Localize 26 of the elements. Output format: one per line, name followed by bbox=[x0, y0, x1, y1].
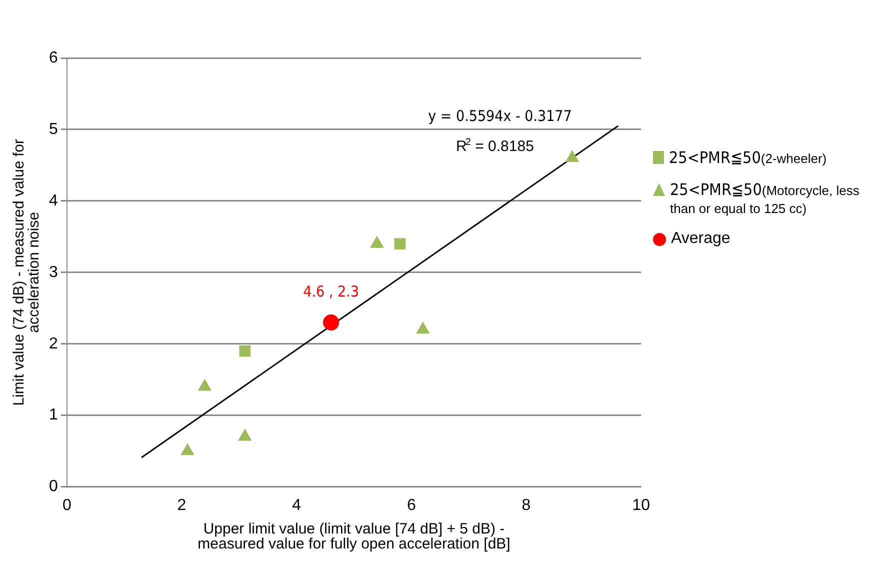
y-tick-label: 2 bbox=[48, 335, 58, 352]
point bbox=[416, 322, 430, 334]
y-tick-label: 3 bbox=[48, 264, 58, 281]
point bbox=[238, 428, 252, 441]
y-tick-label: 5 bbox=[48, 120, 58, 138]
annotation: y = 0.5594x - 0.3177 bbox=[428, 106, 572, 125]
x-tick-label: 8 bbox=[522, 496, 531, 514]
legend-label: 25<PMR≦50(Motorcycle, less than or equal to 125 cc) bbox=[670, 180, 860, 216]
point bbox=[198, 378, 212, 391]
x-tick-label: 2 bbox=[177, 496, 186, 514]
x-tick-label: 4 bbox=[292, 496, 302, 514]
point bbox=[370, 236, 384, 248]
x-tick-label: 6 bbox=[406, 496, 416, 514]
x-tick-label: 0 bbox=[62, 496, 72, 514]
y-tick-label: 4 bbox=[48, 192, 58, 210]
point bbox=[180, 443, 194, 456]
point bbox=[565, 150, 580, 162]
y-axis-title: Limit value (74 dB) - measured value for acceleration noise bbox=[10, 139, 43, 406]
y-tick-label: 6 bbox=[48, 49, 58, 66]
y-tick-label: 0 bbox=[48, 478, 58, 496]
y-tick-label: 1 bbox=[48, 406, 58, 424]
legend-label: 25<PMR≦50(2-wheeler) bbox=[669, 148, 827, 167]
x-tick-label: 10 bbox=[632, 496, 650, 514]
annotation: 4.6 , 2.3 bbox=[303, 282, 359, 300]
x-axis-title: Upper limit value (limit value [74 dB] + 5 dB) - measured value for fully open acceleration [dB] bbox=[198, 520, 510, 553]
legend-label: Average bbox=[671, 230, 730, 248]
